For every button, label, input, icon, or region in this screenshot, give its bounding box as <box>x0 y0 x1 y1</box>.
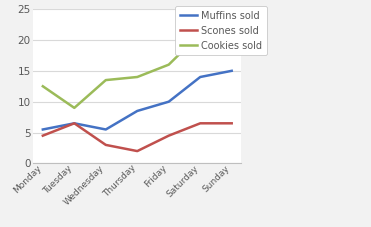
Cookies sold <box>40 85 45 88</box>
Scones sold <box>167 134 171 137</box>
Muffins sold <box>167 100 171 103</box>
Line: Cookies sold: Cookies sold <box>43 21 232 108</box>
Muffins sold <box>104 128 108 131</box>
Cookies sold <box>135 76 139 78</box>
Cookies sold <box>230 20 234 23</box>
Scones sold <box>40 134 45 137</box>
Line: Scones sold: Scones sold <box>43 123 232 151</box>
Line: Muffins sold: Muffins sold <box>43 71 232 129</box>
Muffins sold <box>198 76 203 78</box>
Cookies sold <box>104 79 108 81</box>
Scones sold <box>230 122 234 125</box>
Scones sold <box>104 143 108 146</box>
Cookies sold <box>72 106 76 109</box>
Scones sold <box>198 122 203 125</box>
Scones sold <box>72 122 76 125</box>
Scones sold <box>135 150 139 153</box>
Muffins sold <box>135 110 139 112</box>
Muffins sold <box>72 122 76 125</box>
Legend: Muffins sold, Scones sold, Cookies sold: Muffins sold, Scones sold, Cookies sold <box>175 6 267 55</box>
Cookies sold <box>167 63 171 66</box>
Muffins sold <box>230 69 234 72</box>
Cookies sold <box>198 32 203 35</box>
Muffins sold <box>40 128 45 131</box>
